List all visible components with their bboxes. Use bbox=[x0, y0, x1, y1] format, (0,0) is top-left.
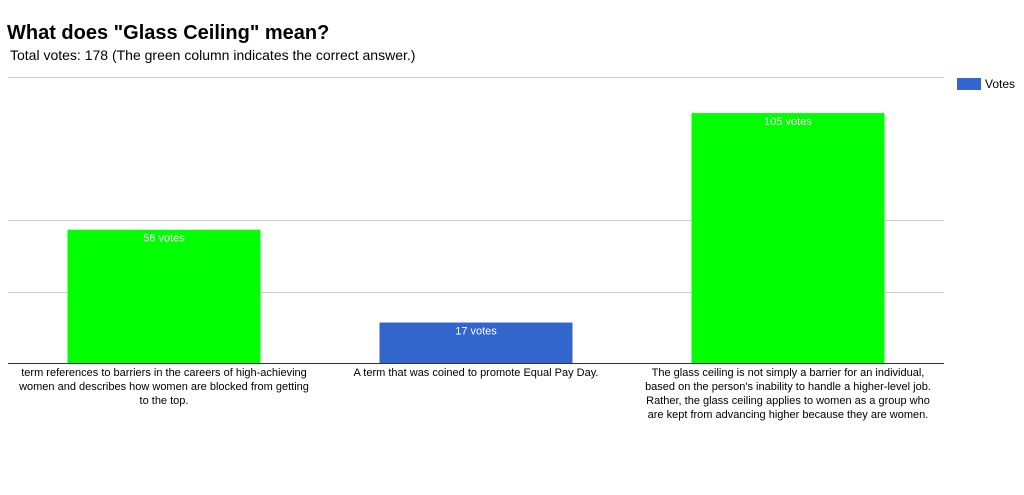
bars bbox=[67, 113, 885, 363]
category-label-1: term references to barriers in the caree… bbox=[19, 367, 309, 407]
bar-2 bbox=[379, 322, 573, 363]
data-label-2: 17 votes bbox=[455, 326, 497, 338]
legend-label: Votes bbox=[985, 77, 1016, 91]
legend-swatch bbox=[957, 78, 981, 90]
data-labels: 56 votes 17 votes 105 votes bbox=[143, 116, 812, 337]
data-label-1: 56 votes bbox=[143, 233, 185, 245]
data-label-3: 105 votes bbox=[764, 116, 812, 128]
bar-3 bbox=[691, 113, 885, 363]
chart-subtitle: Total votes: 178 (The green column indic… bbox=[10, 47, 416, 63]
chart-title: What does "Glass Ceiling" mean? bbox=[7, 22, 330, 44]
category-label-3: The glass ceiling is not simply a barrie… bbox=[645, 367, 931, 421]
legend: Votes bbox=[957, 77, 1015, 91]
bar-1 bbox=[67, 229, 261, 363]
category-label-2: A term that was coined to promote Equal … bbox=[353, 367, 599, 379]
